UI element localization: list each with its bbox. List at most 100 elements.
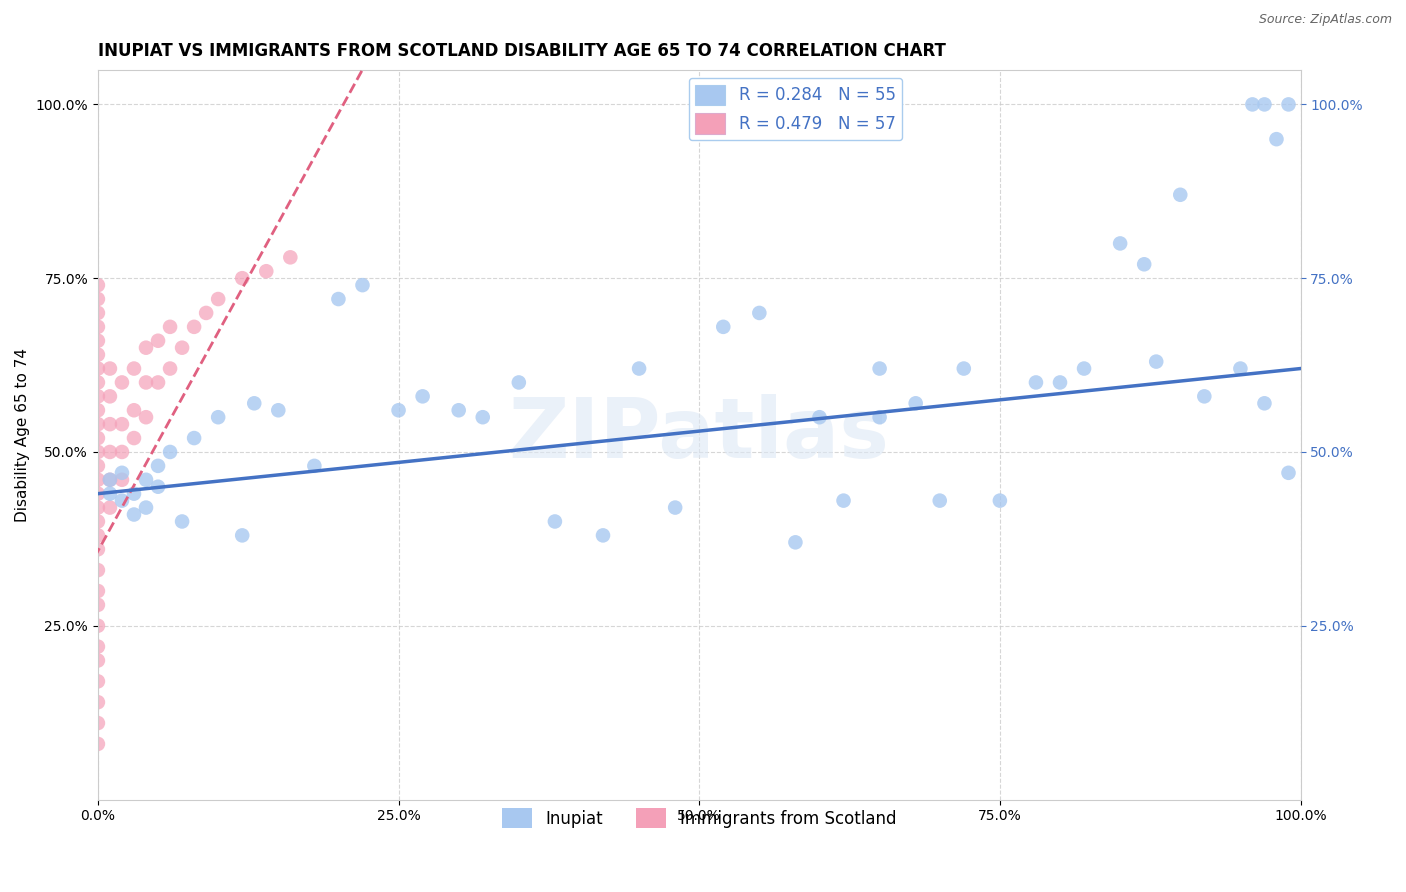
Point: [146, 480, 169, 494]
Point: [172, 515, 194, 529]
Text: ZIPatlas: ZIPatlas: [509, 394, 890, 475]
Point: [135, 473, 157, 487]
Point: [904, 396, 927, 410]
Point: [87, 458, 110, 473]
Point: [87, 431, 110, 445]
Point: [988, 493, 1011, 508]
Point: [1194, 389, 1216, 403]
Point: [1241, 97, 1264, 112]
Point: [98, 389, 121, 403]
Point: [87, 361, 110, 376]
Point: [1168, 187, 1191, 202]
Point: [808, 410, 831, 425]
Point: [1229, 361, 1251, 376]
Point: [785, 535, 807, 549]
Point: [146, 376, 169, 390]
Point: [111, 473, 134, 487]
Point: [87, 584, 110, 599]
Point: [304, 458, 326, 473]
Point: [87, 486, 110, 500]
Point: [508, 376, 530, 390]
Point: [98, 500, 121, 515]
Point: [159, 319, 181, 334]
Point: [87, 319, 110, 334]
Point: [87, 674, 110, 689]
Point: [1265, 132, 1288, 146]
Point: [832, 493, 855, 508]
Point: [1253, 97, 1275, 112]
Point: [87, 653, 110, 667]
Point: [122, 361, 145, 376]
Point: [87, 640, 110, 654]
Point: [98, 473, 121, 487]
Point: [98, 361, 121, 376]
Point: [172, 341, 194, 355]
Point: [1277, 97, 1299, 112]
Point: [111, 445, 134, 459]
Point: [87, 500, 110, 515]
Point: [1253, 396, 1275, 410]
Point: [664, 500, 686, 515]
Point: [87, 473, 110, 487]
Point: [87, 278, 110, 293]
Point: [98, 417, 121, 432]
Y-axis label: Disability Age 65 to 74: Disability Age 65 to 74: [15, 348, 30, 522]
Point: [352, 278, 374, 293]
Point: [628, 361, 651, 376]
Point: [412, 389, 434, 403]
Point: [135, 410, 157, 425]
Point: [952, 361, 974, 376]
Point: [111, 466, 134, 480]
Point: [544, 515, 567, 529]
Point: [231, 271, 253, 285]
Point: [87, 598, 110, 612]
Point: [928, 493, 950, 508]
Point: [183, 431, 205, 445]
Point: [98, 486, 121, 500]
Point: [146, 458, 169, 473]
Point: [447, 403, 470, 417]
Legend: Inupiat, Immigrants from Scotland: Inupiat, Immigrants from Scotland: [495, 801, 903, 835]
Point: [243, 396, 266, 410]
Point: [87, 716, 110, 731]
Point: [1025, 376, 1047, 390]
Point: [87, 542, 110, 557]
Point: [592, 528, 614, 542]
Point: [135, 341, 157, 355]
Point: [87, 376, 110, 390]
Point: [87, 306, 110, 320]
Point: [869, 410, 891, 425]
Point: [87, 403, 110, 417]
Point: [1073, 361, 1095, 376]
Point: [135, 376, 157, 390]
Point: [195, 306, 218, 320]
Point: [711, 319, 734, 334]
Point: [98, 445, 121, 459]
Point: [87, 695, 110, 709]
Point: [122, 403, 145, 417]
Point: [1109, 236, 1132, 251]
Point: [111, 493, 134, 508]
Point: [267, 403, 290, 417]
Point: [87, 528, 110, 542]
Point: [254, 264, 277, 278]
Point: [1277, 466, 1299, 480]
Point: [87, 619, 110, 633]
Point: [1133, 257, 1156, 271]
Point: [87, 417, 110, 432]
Point: [146, 334, 169, 348]
Point: [471, 410, 494, 425]
Point: [1049, 376, 1071, 390]
Point: [183, 319, 205, 334]
Point: [87, 563, 110, 577]
Point: [87, 334, 110, 348]
Point: [159, 361, 181, 376]
Text: INUPIAT VS IMMIGRANTS FROM SCOTLAND DISABILITY AGE 65 TO 74 CORRELATION CHART: INUPIAT VS IMMIGRANTS FROM SCOTLAND DISA…: [98, 42, 946, 60]
Point: [87, 445, 110, 459]
Point: [87, 515, 110, 529]
Point: [387, 403, 409, 417]
Point: [231, 528, 253, 542]
Point: [869, 361, 891, 376]
Point: [159, 445, 181, 459]
Point: [87, 292, 110, 306]
